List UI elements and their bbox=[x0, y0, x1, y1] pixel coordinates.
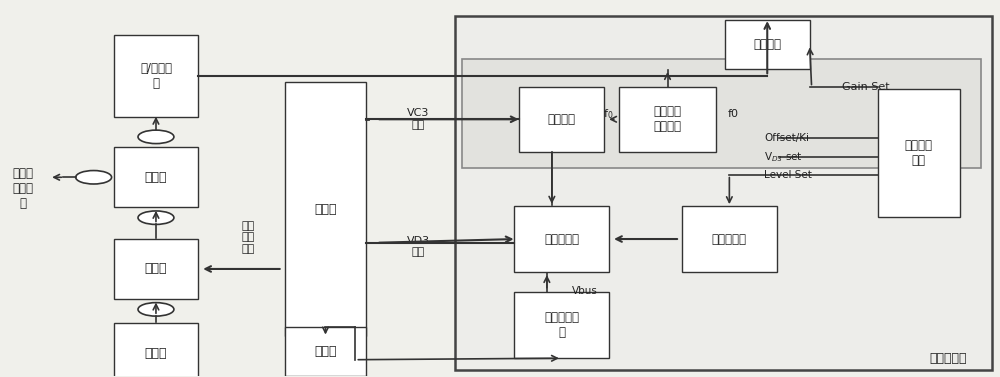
Bar bbox=[455, 16, 992, 370]
Bar bbox=[462, 60, 981, 168]
Bar bbox=[114, 323, 198, 377]
Text: Level Set: Level Set bbox=[764, 170, 812, 181]
Bar bbox=[114, 239, 198, 299]
Bar bbox=[285, 82, 366, 336]
Text: f$_0$: f$_0$ bbox=[603, 107, 613, 121]
Text: 控制大环路: 控制大环路 bbox=[712, 233, 747, 245]
Text: 平衡控制器: 平衡控制器 bbox=[929, 352, 967, 365]
Bar bbox=[878, 89, 960, 216]
Text: 调制器: 调制器 bbox=[145, 262, 167, 276]
Text: VD3
调节: VD3 调节 bbox=[407, 236, 430, 257]
Text: 驱动器: 驱动器 bbox=[314, 202, 337, 216]
Bar bbox=[725, 20, 810, 69]
Text: Gain Set: Gain Set bbox=[842, 83, 890, 92]
Bar bbox=[514, 292, 609, 358]
Bar bbox=[285, 327, 366, 375]
Text: V$_{D3}$ set: V$_{D3}$ set bbox=[764, 150, 803, 164]
Circle shape bbox=[76, 170, 112, 184]
Circle shape bbox=[138, 303, 174, 316]
Bar bbox=[514, 206, 609, 272]
Text: VC3
调节: VC3 调节 bbox=[407, 109, 429, 130]
Text: 乘加单元: 乘加单元 bbox=[548, 113, 576, 126]
Bar bbox=[682, 206, 777, 272]
Text: 低频信号
产生单元: 低频信号 产生单元 bbox=[654, 105, 682, 133]
Text: 解调单元: 解调单元 bbox=[753, 38, 781, 51]
Text: f0: f0 bbox=[727, 109, 738, 119]
Text: 光/电转换
器: 光/电转换 器 bbox=[140, 62, 172, 90]
Text: 电压监控单
元: 电压监控单 元 bbox=[544, 311, 579, 339]
Text: 参数设置
单元: 参数设置 单元 bbox=[905, 139, 933, 167]
Bar bbox=[519, 87, 604, 152]
Bar bbox=[114, 147, 198, 207]
Circle shape bbox=[138, 130, 174, 144]
Text: 信号源: 信号源 bbox=[314, 345, 337, 358]
Text: Vbus: Vbus bbox=[572, 287, 598, 296]
Text: Offset/Ki: Offset/Ki bbox=[764, 133, 809, 143]
Text: 控制小环路: 控制小环路 bbox=[544, 233, 579, 245]
Text: 分光器: 分光器 bbox=[145, 171, 167, 184]
Text: 数据
驱动
信号: 数据 驱动 信号 bbox=[241, 221, 254, 254]
Circle shape bbox=[138, 211, 174, 224]
Bar bbox=[619, 87, 716, 152]
Text: 调制光
信号输
出: 调制光 信号输 出 bbox=[13, 167, 34, 210]
Bar bbox=[114, 35, 198, 117]
Text: 激光器: 激光器 bbox=[145, 347, 167, 360]
